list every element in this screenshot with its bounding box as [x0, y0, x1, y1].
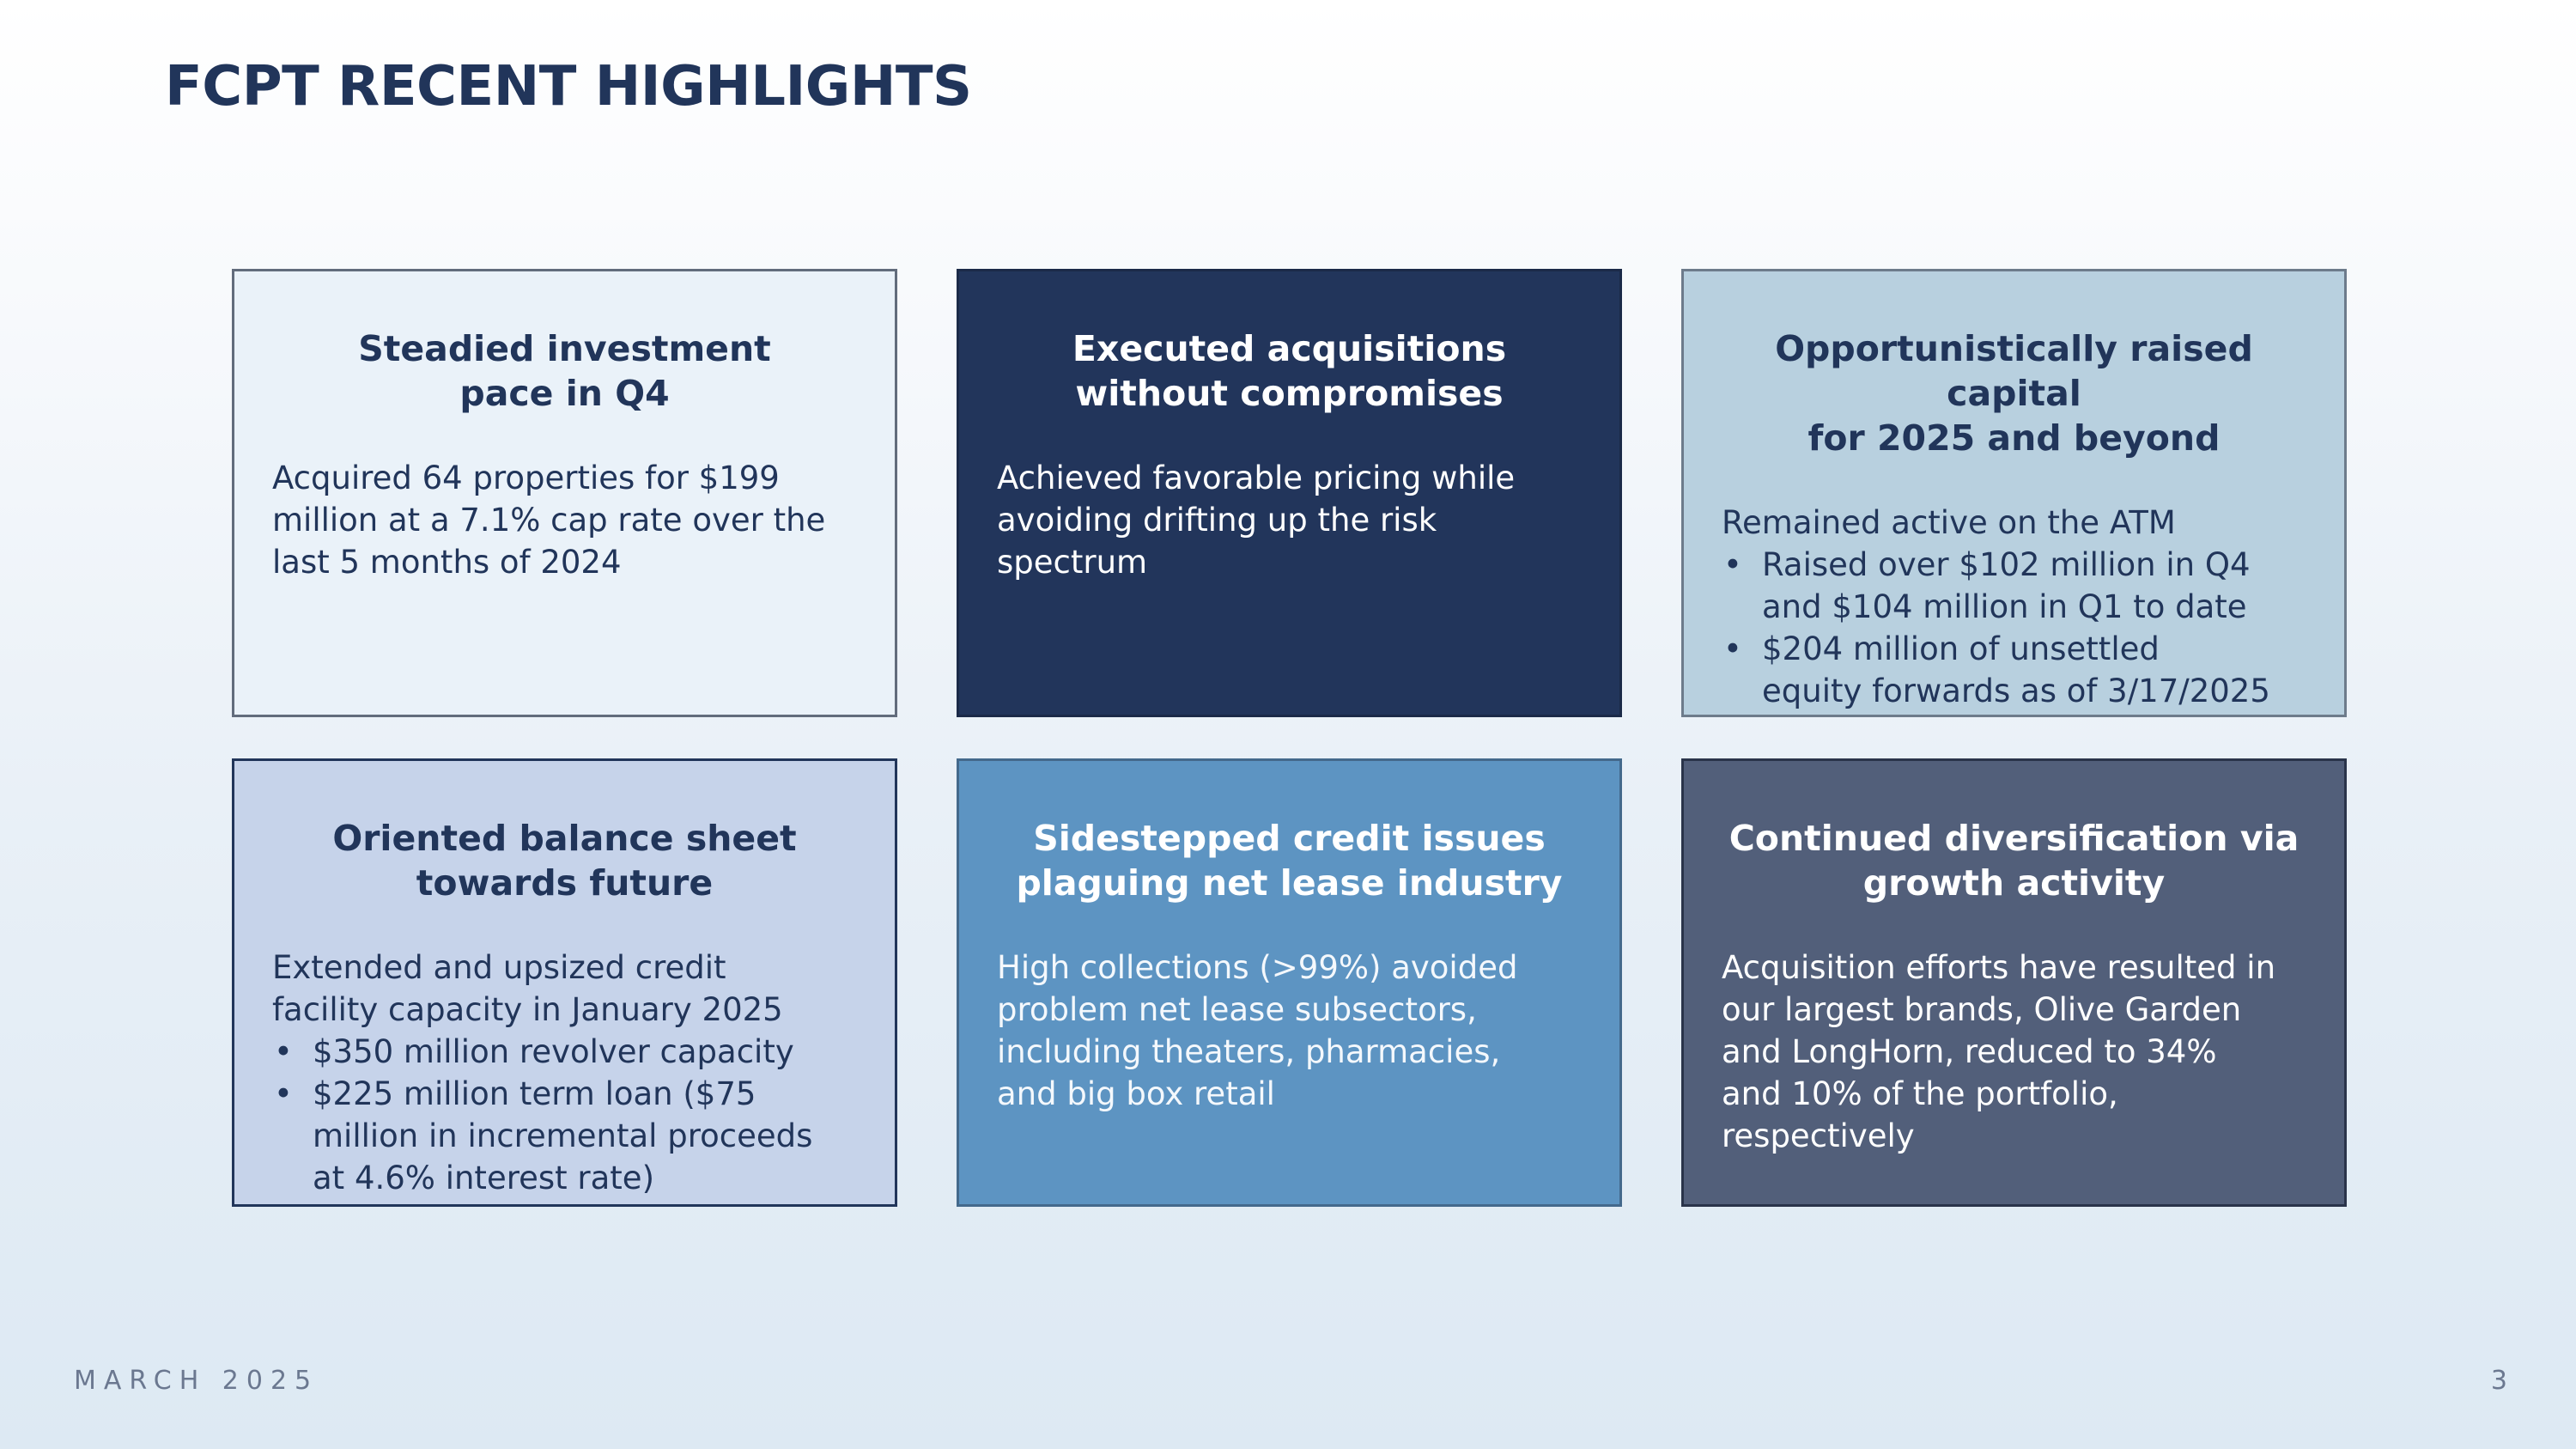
card-title: Steadied investment pace in Q4: [358, 328, 771, 414]
card-title: Oriented balance sheet towards future: [332, 818, 797, 904]
card-title: Sidestepped credit issues plaguing net l…: [1016, 818, 1563, 904]
card-body: Acquisition efforts have resulted in our…: [1722, 949, 2276, 1154]
card-body: Achieved favorable pricing while avoidin…: [997, 460, 1516, 581]
highlight-card-diversification: Continued diversification via growth act…: [1681, 758, 2347, 1207]
page-title: FCPT RECENT HIGHLIGHTS: [165, 55, 972, 119]
card-bullet-list: Raised over $102 million in Q4 and $104 …: [1722, 544, 2318, 712]
highlight-card-capital-raised: Opportunistically raised capital for 202…: [1681, 269, 2347, 717]
highlight-card-credit-issues: Sidestepped credit issues plaguing net l…: [957, 758, 1622, 1207]
card-bullet: $204 million of unsettled equity forward…: [1722, 628, 2318, 712]
card-bullet: Raised over $102 million in Q4 and $104 …: [1722, 544, 2318, 628]
card-bullet: $350 million revolver capacity: [272, 1031, 869, 1073]
page-number: 3: [2490, 1366, 2507, 1396]
card-title: Opportunistically raised capital for 202…: [1775, 328, 2253, 459]
highlight-card-balance-sheet: Oriented balance sheet towards future Ex…: [232, 758, 897, 1207]
highlight-card-investment-pace: Steadied investment pace in Q4 Acquired …: [232, 269, 897, 717]
card-bullet-list: $350 million revolver capacity $225 mill…: [272, 1031, 869, 1199]
card-body: High collections (>99%) avoided problem …: [997, 949, 1518, 1112]
highlight-card-acquisitions: Executed acquisitions without compromise…: [957, 269, 1622, 717]
card-body: Acquired 64 properties for $199 million …: [272, 460, 826, 581]
card-title: Executed acquisitions without compromise…: [1072, 328, 1507, 414]
card-body: Extended and upsized credit facility cap…: [272, 949, 783, 1028]
card-body: Remained active on the ATM: [1722, 504, 2176, 541]
card-title: Continued diversification via growth act…: [1728, 818, 2300, 904]
card-bullet: $225 million term loan ($75 million in i…: [272, 1073, 869, 1199]
footer-date: MARCH 2025: [74, 1366, 319, 1396]
